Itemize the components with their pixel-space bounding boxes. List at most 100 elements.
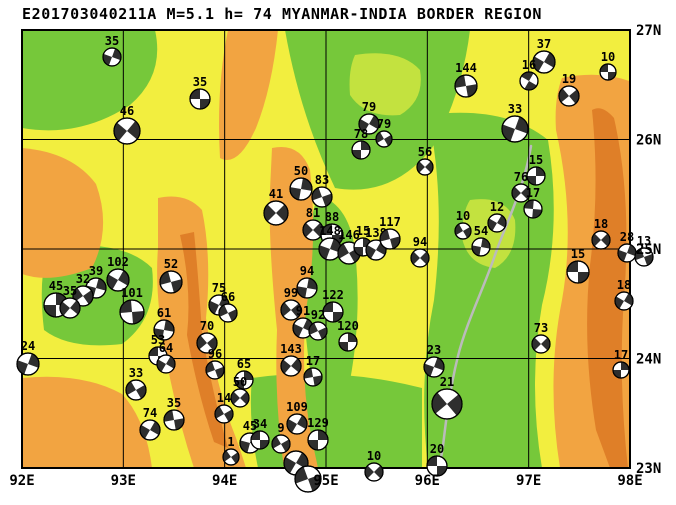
focal-depth-label: 94 xyxy=(300,264,314,278)
focal-mechanism: 15 xyxy=(566,247,590,284)
y-axis-label: 24N xyxy=(636,352,661,368)
focal-depth-label: 37 xyxy=(537,37,551,51)
focal-mechanism: 109 xyxy=(286,400,308,435)
focal-depth-label: 41 xyxy=(269,187,283,201)
focal-depth-label: 144 xyxy=(455,61,477,75)
focal-depth-label: 23 xyxy=(427,343,441,357)
focal-depth-label: 66 xyxy=(221,290,235,304)
focal-mechanism: 19 xyxy=(558,72,580,107)
y-axis-labels: 27N 26N 25N 24N 23N xyxy=(636,23,661,477)
focal-mechanism: 16 xyxy=(519,58,539,91)
focal-mechanism: 79 xyxy=(358,100,380,135)
focal-depth-label: 61 xyxy=(157,306,171,320)
focal-mechanism: 21 xyxy=(431,375,463,420)
focal-depth-label: 54 xyxy=(474,224,488,238)
focal-mechanism: 70 xyxy=(196,319,218,354)
focal-mechanism: 1 xyxy=(222,435,240,466)
x-axis-label: 92E xyxy=(9,473,34,489)
y-axis-label: 25N xyxy=(636,242,661,258)
focal-mechanism: 17 xyxy=(612,348,630,379)
x-axis-label: 93E xyxy=(111,473,136,489)
focal-mechanism: 138 xyxy=(365,226,387,261)
focal-mechanism: 101 xyxy=(119,286,145,325)
focal-depth-label: 18 xyxy=(594,217,608,231)
focal-depth-label: 122 xyxy=(322,288,344,302)
focal-depth-label: 78 xyxy=(354,127,368,141)
x-axis-label: 96E xyxy=(415,473,440,489)
focal-depth-label: 39 xyxy=(89,264,103,278)
focal-mechanism: 35 xyxy=(102,34,122,67)
focal-depth-label: 65 xyxy=(237,357,251,371)
focal-depth-label: 70 xyxy=(200,319,214,333)
focal-depth-label: 13 xyxy=(637,234,651,248)
focal-depth-label: 53 xyxy=(151,333,165,347)
focal-depth-label: 50 xyxy=(233,375,247,389)
focal-mechanism: 17 xyxy=(303,354,323,387)
focal-depth-label: 35 xyxy=(167,396,181,410)
epicenter-marker xyxy=(285,223,301,239)
focal-mechanism: 20 xyxy=(426,442,448,477)
focal-depth-label: 99 xyxy=(284,286,298,300)
focal-mechanism: 146 xyxy=(337,228,361,265)
focal-depth-label: 56 xyxy=(418,145,432,159)
focal-depth-label: 15 xyxy=(529,153,543,167)
focal-depth-label: 15 xyxy=(356,224,370,238)
focal-mechanism: 122 xyxy=(322,288,344,323)
focal-mechanism xyxy=(294,465,322,493)
focal-mechanism: 50 xyxy=(230,375,250,408)
focal-depth-label: 148 xyxy=(319,224,341,238)
focal-depth-label: 101 xyxy=(121,286,143,300)
focal-depth-label: 146 xyxy=(338,228,360,242)
focal-depth-label: 143 xyxy=(280,342,302,356)
focal-depth-label: 21 xyxy=(440,375,454,389)
focal-depth-label: 18 xyxy=(617,278,631,292)
focal-mechanism: 73 xyxy=(531,321,551,354)
focal-mechanism: 61 xyxy=(153,306,175,341)
focal-mechanism: 15 xyxy=(526,153,546,186)
focal-depth-label: 35 xyxy=(105,34,119,48)
focal-depth-label: 16 xyxy=(522,58,536,72)
focal-depth-label: 33 xyxy=(129,366,143,380)
focal-mechanism: 148 xyxy=(318,224,342,261)
focal-depth-label: 19 xyxy=(562,72,576,86)
focal-mechanism: 79 xyxy=(375,117,393,148)
focal-depth-label: 94 xyxy=(413,235,427,249)
river-line xyxy=(437,144,533,468)
y-axis-label: 27N xyxy=(636,23,661,39)
focal-mechanism: 144 xyxy=(454,61,478,98)
focal-mechanism: 129 xyxy=(307,416,329,451)
focal-mechanism: 92 xyxy=(308,308,328,341)
focal-depth-label: 52 xyxy=(164,257,178,271)
focal-mechanism: 9 xyxy=(271,421,291,454)
focal-mechanism: 35 xyxy=(189,75,211,110)
terrain-darkorange-right-core xyxy=(587,108,628,468)
focal-mechanism: 10 xyxy=(454,209,472,240)
focal-mechanism: 102 xyxy=(106,255,130,292)
focal-mechanism: 120 xyxy=(337,319,359,352)
focal-mechanism: 94 xyxy=(410,235,430,268)
focal-depth-label: 17 xyxy=(526,186,540,200)
focal-mechanism: 28 xyxy=(617,230,637,263)
focal-mechanism: 76 xyxy=(511,170,531,203)
focal-depth-label: 28 xyxy=(620,230,634,244)
focal-depth-label: 45 xyxy=(49,279,63,293)
focal-mechanism: 50 xyxy=(289,164,313,201)
focal-mechanism: 99 xyxy=(280,286,302,321)
focal-depth-label: 9 xyxy=(277,421,284,435)
x-axis-labels: 92E 93E 94E 95E 96E 97E 98E xyxy=(9,473,642,489)
focal-depth-label: 12 xyxy=(490,200,504,214)
focal-depth-label: 10 xyxy=(601,50,615,64)
focal-mechanism: 83 xyxy=(311,173,333,208)
focal-mechanism: 23 xyxy=(423,343,445,378)
focal-mechanism: 64 xyxy=(156,341,176,374)
focal-depth-label: 76 xyxy=(514,170,528,184)
focal-depth-label: 35 xyxy=(63,284,77,298)
focal-depth-label: 10 xyxy=(367,449,381,463)
focal-depth-label: 1 xyxy=(227,435,234,449)
focal-depth-label: 64 xyxy=(159,341,173,355)
focal-mechanism: 52 xyxy=(159,257,183,294)
focal-depth-label: 74 xyxy=(143,406,157,420)
focal-depth-label: 20 xyxy=(430,442,444,456)
focal-depth-label: 45 xyxy=(243,419,257,433)
